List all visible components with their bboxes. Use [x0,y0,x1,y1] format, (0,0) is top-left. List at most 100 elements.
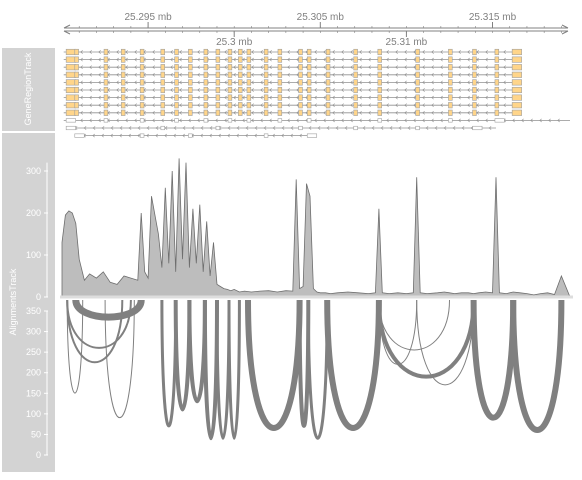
strand-chevron [242,118,245,123]
exon [203,86,209,94]
strand-chevron [242,50,245,54]
exon [215,48,221,56]
exon [65,102,76,109]
exon [494,56,500,63]
strand-chevron [125,80,128,85]
exon [227,71,233,78]
strand-chevron [440,80,443,85]
exon [263,56,269,63]
strand-chevron [98,95,101,100]
strand-chevron [476,88,479,92]
exon [174,118,179,123]
exon [448,86,453,94]
strand-chevron [245,133,248,138]
exon [227,102,233,109]
exon [215,109,221,116]
exon [353,48,358,56]
exon [298,102,303,109]
strand-chevron [368,65,371,70]
exon [353,71,358,78]
strand-chevron [413,50,416,54]
strand-chevron [431,80,434,85]
exon [306,86,312,94]
splice-junction-arc [510,299,565,433]
exon [174,48,179,56]
exon [65,64,76,71]
strand-chevron [422,103,425,108]
strand-chevron [116,95,119,100]
exon [227,118,233,123]
strand-chevron [413,103,416,108]
exon [74,48,79,56]
strand-chevron [125,103,128,108]
strand-chevron [431,65,434,70]
exon [448,79,453,86]
strand-chevron [125,118,128,123]
strand-chevron [368,72,371,77]
exon [494,64,500,71]
strand-chevron [170,80,173,85]
strand-chevron [242,95,245,100]
strand-chevron [287,72,290,77]
strand-chevron [134,57,137,62]
strand-chevron [233,103,236,108]
exon [511,48,522,56]
exon [277,71,283,78]
exon [298,86,303,94]
exon [277,79,283,86]
strand-chevron [269,80,272,85]
exon [511,86,522,94]
strand-chevron [404,80,407,85]
exon [74,79,79,86]
strand-chevron [80,80,83,85]
strand-chevron [323,103,326,108]
exon [263,79,269,86]
strand-chevron [350,65,353,70]
strand-chevron [134,80,137,85]
exon [325,48,331,56]
strand-chevron [80,57,83,62]
strand-chevron [134,50,137,54]
exon [65,109,76,116]
strand-chevron [170,72,173,77]
exon [160,94,165,101]
strand-chevron [467,65,470,70]
strand-chevron [233,95,236,100]
strand-chevron [233,110,236,115]
strand-chevron [116,72,119,77]
strand-chevron [224,95,227,100]
strand-chevron [467,103,470,108]
exon [120,71,126,78]
strand-chevron [116,103,119,108]
strand-chevron [227,126,231,130]
strand-chevron [272,126,276,130]
strand-chevron [272,133,275,138]
sashimi-y-tick-label: 50 [31,429,41,439]
strand-chevron [314,88,317,92]
strand-chevron [170,65,173,70]
exon [238,48,243,56]
exon [160,79,165,86]
strand-chevron [335,126,339,130]
strand-chevron [413,65,416,70]
exon [494,118,505,123]
strand-chevron [260,72,263,77]
exon [263,48,269,56]
strand-chevron [485,88,488,92]
exon [238,94,243,101]
exon [415,125,420,131]
strand-chevron [152,103,155,108]
strand-chevron [350,57,353,62]
exon [160,86,165,94]
strand-chevron [98,80,101,85]
exon [325,86,331,94]
exon [238,71,243,78]
strand-chevron [197,65,200,70]
coverage-area [60,158,573,299]
strand-chevron [224,50,227,54]
strand-chevron [98,65,101,70]
exon [353,94,358,101]
strand-chevron [287,88,290,92]
strand-chevron [395,50,398,54]
exon [65,86,76,94]
